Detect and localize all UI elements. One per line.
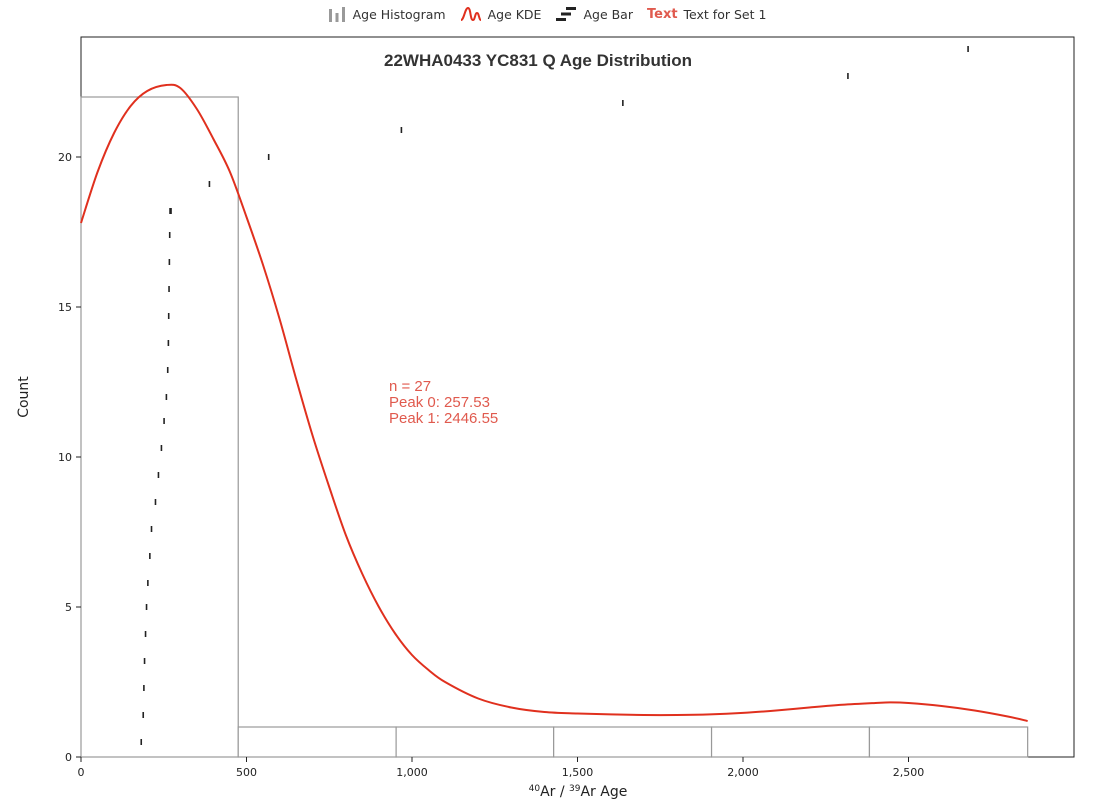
x-tick-label-1: 500 xyxy=(236,766,257,779)
x-axis-title-sup2: 39 xyxy=(569,784,581,794)
histogram-bar-3 xyxy=(553,726,713,758)
legend-item-age-bar[interactable]: Age Bar xyxy=(555,6,633,22)
kde-layer xyxy=(80,83,1028,722)
y-tick-label-4: 20 xyxy=(58,151,72,164)
age-bars-layer xyxy=(140,46,969,745)
histogram-bar-4 xyxy=(710,726,871,758)
x-tick-label-3: 1,500 xyxy=(562,766,594,779)
age-bar-icon xyxy=(556,7,577,21)
legend-item-text[interactable]: Text Text for Set 1 xyxy=(647,7,766,22)
histogram-bar-0 xyxy=(80,96,239,758)
y-axis-title: Count xyxy=(16,376,32,418)
chart-title: 22WHA0433 YC831 Q Age Distribution xyxy=(384,51,692,70)
y-tick-label-1: 5 xyxy=(65,601,72,614)
legend-label-histogram: Age Histogram xyxy=(352,6,446,22)
annotation-line-peak0: Peak 0: 257.53 xyxy=(389,394,490,411)
kde-icon xyxy=(460,6,481,22)
histogram-layer xyxy=(80,96,1029,758)
legend-label-age-bar: Age Bar xyxy=(583,6,633,22)
x-axis-title-part2: Ar Age xyxy=(580,784,627,800)
legend-item-histogram[interactable]: Age Histogram xyxy=(327,6,446,22)
annotation-line-n: n = 27 xyxy=(389,378,431,395)
axes-layer: 0 500 1,000 1,500 2,000 2,500 0 5 10 15 20 xyxy=(58,151,924,779)
y-tick-label-2: 10 xyxy=(58,451,72,464)
legend-label-text: Text for Set 1 xyxy=(683,6,767,22)
legend-item-kde[interactable]: Age KDE xyxy=(460,6,542,22)
histogram-bar-2 xyxy=(395,726,555,758)
x-tick-label-0: 0 xyxy=(78,766,85,779)
y-tick-label-3: 15 xyxy=(58,301,72,314)
legend-label-kde: Age KDE xyxy=(487,6,542,22)
text-icon: Text xyxy=(646,6,678,22)
x-axis-title: 40Ar / 39Ar Age xyxy=(529,784,628,800)
kde-curve xyxy=(80,83,1028,722)
x-tick-label-4: 2,000 xyxy=(727,766,759,779)
y-tick-label-0: 0 xyxy=(65,751,72,764)
x-axis-title-sup1: 40 xyxy=(529,784,541,794)
histogram-icon xyxy=(328,7,345,22)
annotation-line-peak1: Peak 1: 2446.55 xyxy=(389,410,498,427)
histogram-bar-5 xyxy=(868,726,1029,758)
x-tick-label-2: 1,000 xyxy=(396,766,428,779)
x-tick-label-5: 2,500 xyxy=(893,766,925,779)
x-axis-title-part1: Ar / xyxy=(540,784,569,800)
histogram-bar-1 xyxy=(237,726,397,758)
chart-legend: Age Histogram Age KDE Age Bar Text Text … xyxy=(0,3,1093,25)
